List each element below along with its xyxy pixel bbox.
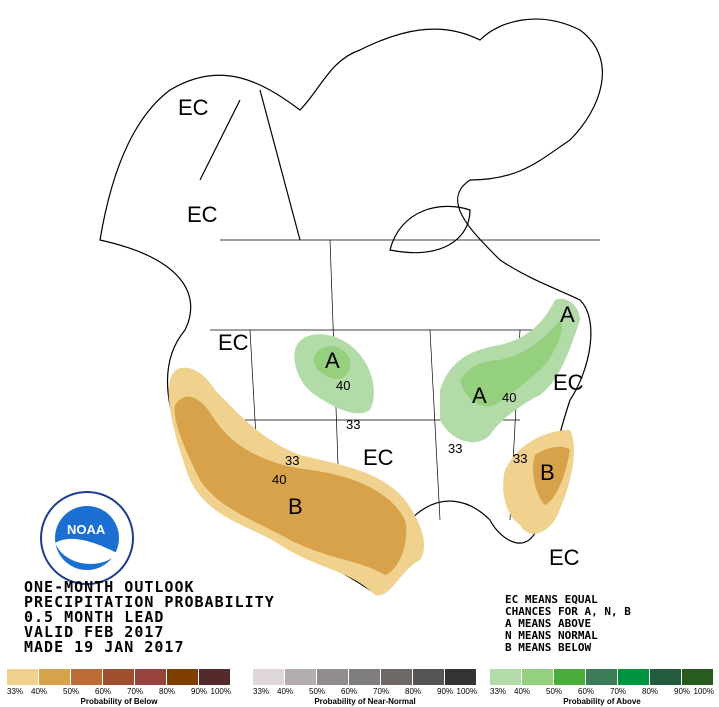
below-areas [168, 367, 575, 596]
legend-tick: 60% [340, 687, 358, 696]
legend-tick: 50% [62, 687, 80, 696]
outlook-title: ONE-MONTH OUTLOOK PRECIPITATION PROBABILI… [24, 580, 275, 655]
contour-33-sw: 33 [285, 453, 299, 468]
label-a-great-lakes: A [472, 383, 487, 408]
title-line: PRECIPITATION PROBABILITY [24, 593, 275, 611]
above-40-gl [460, 320, 562, 407]
key-line: N MEANS NORMAL [505, 629, 598, 642]
contour-33-np: 33 [346, 417, 360, 432]
legend-tick: 70% [609, 687, 627, 696]
legend-tick: 50% [308, 687, 326, 696]
legend-bar [7, 669, 231, 685]
legend-swatch [285, 669, 317, 685]
legend-swatch [253, 669, 285, 685]
legend-swatch [522, 669, 554, 685]
above-40-np [313, 345, 351, 380]
legend-tick: 80% [158, 687, 176, 696]
legend-swatch [71, 669, 103, 685]
legend-tick: 80% [641, 687, 659, 696]
legend-tick: 60% [577, 687, 595, 696]
legend-swatch [381, 669, 413, 685]
legend-swatch [682, 669, 714, 685]
legend-tick: 40% [513, 687, 531, 696]
legend-tick: 70% [126, 687, 144, 696]
contour-40-sw: 40 [272, 472, 286, 487]
legend-tick: 33% [7, 687, 24, 696]
legend-title: Probability of Near-Normal [314, 697, 416, 706]
key-line: CHANCES FOR A, N, B [505, 605, 631, 618]
legend-swatch [554, 669, 586, 685]
legend-tick: 40% [30, 687, 48, 696]
title-line: ONE-MONTH OUTLOOK [24, 578, 195, 596]
legend-tick: 60% [94, 687, 112, 696]
legend-swatch [135, 669, 167, 685]
legend-swatch [317, 669, 349, 685]
contour-40-gl: 40 [502, 390, 516, 405]
legend-tick: 90% [673, 687, 691, 696]
legend-tick: 100% [210, 687, 231, 696]
title-line: 0.5 MONTH LEAD [24, 608, 165, 626]
below-40-se [533, 446, 570, 505]
legend-title: Probability of Above [563, 697, 641, 706]
below-40-sw [174, 396, 407, 575]
label-ec-fl: EC [549, 545, 580, 570]
legend-tick: 90% [436, 687, 454, 696]
legend-bar [253, 669, 477, 685]
legend-swatch [103, 669, 135, 685]
label-b-sw: B [288, 494, 303, 519]
legend-tick: 50% [545, 687, 563, 696]
title-line: VALID FEB 2017 [24, 623, 165, 641]
legend-swatch [650, 669, 682, 685]
precipitation-outlook-map: EC EC EC EC EC EC A A A B B 40 33 40 33 … [40, 18, 603, 596]
label-ec-nw: EC [218, 330, 249, 355]
legend-swatch [586, 669, 618, 685]
legend-title: Probability of Below [80, 697, 158, 706]
legend-bar [490, 669, 714, 685]
legend-swatch [445, 669, 477, 685]
label-a-ne: A [560, 302, 575, 327]
above-areas [294, 298, 580, 443]
legend-tick: 100% [693, 687, 714, 696]
legend-swatch [349, 669, 381, 685]
label-ec-alaska: EC [178, 95, 209, 120]
legend-tick: 80% [404, 687, 422, 696]
title-line: MADE 19 JAN 2017 [24, 638, 185, 656]
legend-swatch [39, 669, 71, 685]
label-ec-bc: EC [187, 202, 218, 227]
legend-swatch [199, 669, 231, 685]
legend-swatch [618, 669, 650, 685]
legend-tick: 90% [190, 687, 208, 696]
contour-33-gl: 33 [448, 441, 462, 456]
legend-tick: 100% [456, 687, 477, 696]
key-line: B MEANS BELOW [505, 641, 592, 654]
legend-swatch [490, 669, 522, 685]
label-ec-plains: EC [363, 445, 394, 470]
legend-tick: 70% [372, 687, 390, 696]
label-a-north-plains: A [325, 348, 340, 373]
contour-33-se: 33 [513, 451, 527, 466]
key-line: EC MEANS EQUAL [505, 593, 598, 606]
legend-tick: 33% [490, 687, 507, 696]
legend-tick: 33% [253, 687, 270, 696]
key-line: A MEANS ABOVE [505, 617, 592, 630]
noaa-logo: NOAA [40, 491, 134, 585]
label-b-se: B [540, 460, 555, 485]
contour-40-np: 40 [336, 378, 350, 393]
svg-text:NOAA: NOAA [67, 522, 106, 537]
legend-tick: 40% [276, 687, 294, 696]
legend-swatch [413, 669, 445, 685]
label-ec-ne: EC [553, 370, 584, 395]
legend-swatch [7, 669, 39, 685]
legend-swatch [167, 669, 199, 685]
